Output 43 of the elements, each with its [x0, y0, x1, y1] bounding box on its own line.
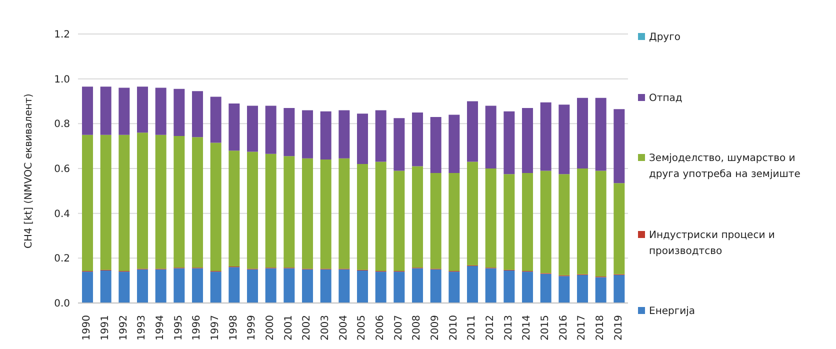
y-tick-label: 0.4	[54, 208, 70, 220]
legend-label: Друго	[649, 31, 680, 45]
y-axis-title: CH4 [kt] (NMVOC еквивалент)	[24, 94, 35, 248]
x-tick-label: 2016	[558, 315, 570, 340]
x-tick-label: 2018	[595, 315, 606, 340]
x-tick-label: 1993	[136, 315, 148, 340]
legend-label: Енергија	[649, 305, 696, 319]
x-tick-label: 2001	[283, 315, 294, 340]
x-tick-label: 1990	[82, 315, 93, 340]
x-tick-label: 2003	[320, 315, 331, 340]
x-tick-label: 2017	[576, 315, 588, 340]
y-tick-label: 1.0	[54, 74, 70, 86]
x-tick-label: 2015	[540, 315, 551, 340]
legend-label: Отпад	[649, 92, 682, 106]
y-tick-label: 1.2	[54, 30, 70, 41]
x-tick-label: 1996	[192, 315, 203, 340]
x-tick-label: 1997	[210, 315, 221, 340]
x-tick-label: 2012	[485, 315, 496, 340]
x-tick-label: 2008	[412, 315, 423, 340]
y-tick-label: 0.6	[54, 164, 70, 176]
x-tick-label: 2014	[522, 315, 533, 340]
x-tick-label: 1994	[155, 315, 166, 340]
x-tick-label: 1992	[118, 315, 130, 340]
x-tick-label: 2019	[613, 315, 624, 340]
x-tick-label: 1991	[100, 315, 111, 340]
legend-label: Индустриски процеси и производтсво	[649, 228, 776, 258]
y-tick-label: 0.0	[54, 298, 70, 310]
x-tick-label: 2002	[302, 315, 313, 340]
x-tick-label: 2000	[265, 315, 276, 340]
x-tick-label: 2005	[356, 315, 368, 340]
x-tick-label: 2004	[338, 315, 350, 340]
x-tick-label: 2010	[448, 315, 460, 340]
x-tick-label: 1999	[246, 315, 258, 340]
x-tick-label: 2009	[430, 315, 441, 340]
x-tick-label: 1998	[228, 315, 240, 340]
x-tick-label: 1995	[173, 315, 184, 340]
x-tick-label: 2007	[393, 315, 404, 340]
x-tick-label: 2011	[466, 315, 478, 340]
y-tick-label: 0.8	[54, 119, 70, 130]
y-tick-label: 0.2	[54, 254, 70, 265]
legend-label: Земјоделство, шумарство и друга употреба на земјиште	[649, 152, 802, 182]
x-tick-label: 2006	[375, 315, 386, 340]
x-tick-label: 2013	[503, 315, 514, 340]
